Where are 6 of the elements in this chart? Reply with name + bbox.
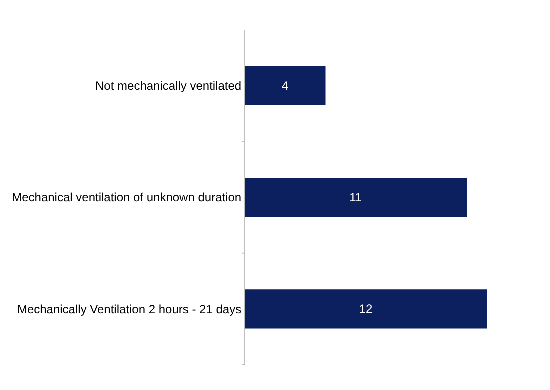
y-tick-label: Not mechanically ventilated <box>96 79 242 94</box>
data-label: 4 <box>282 78 289 93</box>
y-tick-label: Mechanical ventilation of unknown duration <box>12 190 242 205</box>
data-label: 12 <box>359 302 373 316</box>
y-tick-label: Mechanically Ventilation 2 hours - 21 days <box>17 302 242 316</box>
data-label: 11 <box>350 190 362 204</box>
